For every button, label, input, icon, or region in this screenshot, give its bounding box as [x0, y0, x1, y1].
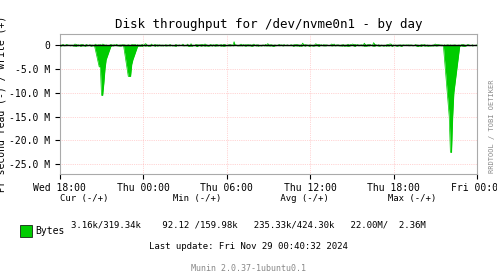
- Text: Munin 2.0.37-1ubuntu0.1: Munin 2.0.37-1ubuntu0.1: [191, 264, 306, 273]
- Text: Cur (-/+)            Min (-/+)           Avg (-/+)           Max (-/+): Cur (-/+) Min (-/+) Avg (-/+) Max (-/+): [60, 194, 437, 203]
- Text: 3.16k/319.34k    92.12 /159.98k   235.33k/424.30k   22.00M/  2.36M: 3.16k/319.34k 92.12 /159.98k 235.33k/424…: [71, 221, 426, 230]
- Text: Bytes: Bytes: [35, 226, 64, 236]
- Text: RRDTOOL / TOBI OETIKER: RRDTOOL / TOBI OETIKER: [489, 79, 495, 173]
- Text: Last update: Fri Nov 29 00:40:32 2024: Last update: Fri Nov 29 00:40:32 2024: [149, 242, 348, 251]
- Title: Disk throughput for /dev/nvme0n1 - by day: Disk throughput for /dev/nvme0n1 - by da…: [115, 18, 422, 31]
- Y-axis label: Pr second read (-) / write (+): Pr second read (-) / write (+): [0, 15, 6, 192]
